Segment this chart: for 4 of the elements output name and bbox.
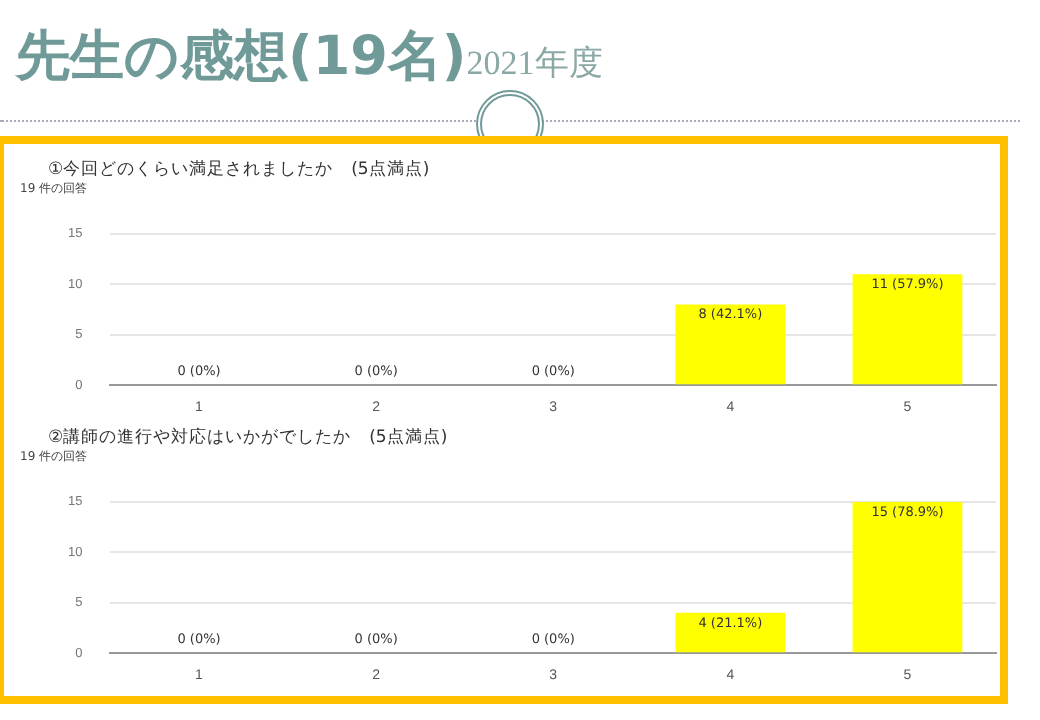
text: 2021年度 [466,44,603,82]
text: 先生の感想(19名) [16,26,467,88]
chart-title: ②講師の進行や対応はいかがでしたか (5点満点) [46,428,450,450]
chart-title: ①今回どのくらい満足されましたか (5点満点) [46,160,432,182]
